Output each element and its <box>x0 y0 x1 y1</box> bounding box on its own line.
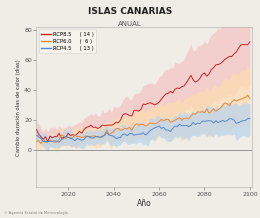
Text: © Agencia Estatal de Meteorología: © Agencia Estatal de Meteorología <box>4 211 68 215</box>
X-axis label: Año: Año <box>137 199 152 208</box>
Text: ISLAS CANARIAS: ISLAS CANARIAS <box>88 7 172 15</box>
Legend: RCP8.5     ( 14 ), RCP6.0     (  6 ), RCP4.5     ( 13 ): RCP8.5 ( 14 ), RCP6.0 ( 6 ), RCP4.5 ( 13… <box>38 29 96 53</box>
Y-axis label: Cambio duración olas de calor (días): Cambio duración olas de calor (días) <box>16 59 21 156</box>
Text: ANUAL: ANUAL <box>118 21 142 27</box>
